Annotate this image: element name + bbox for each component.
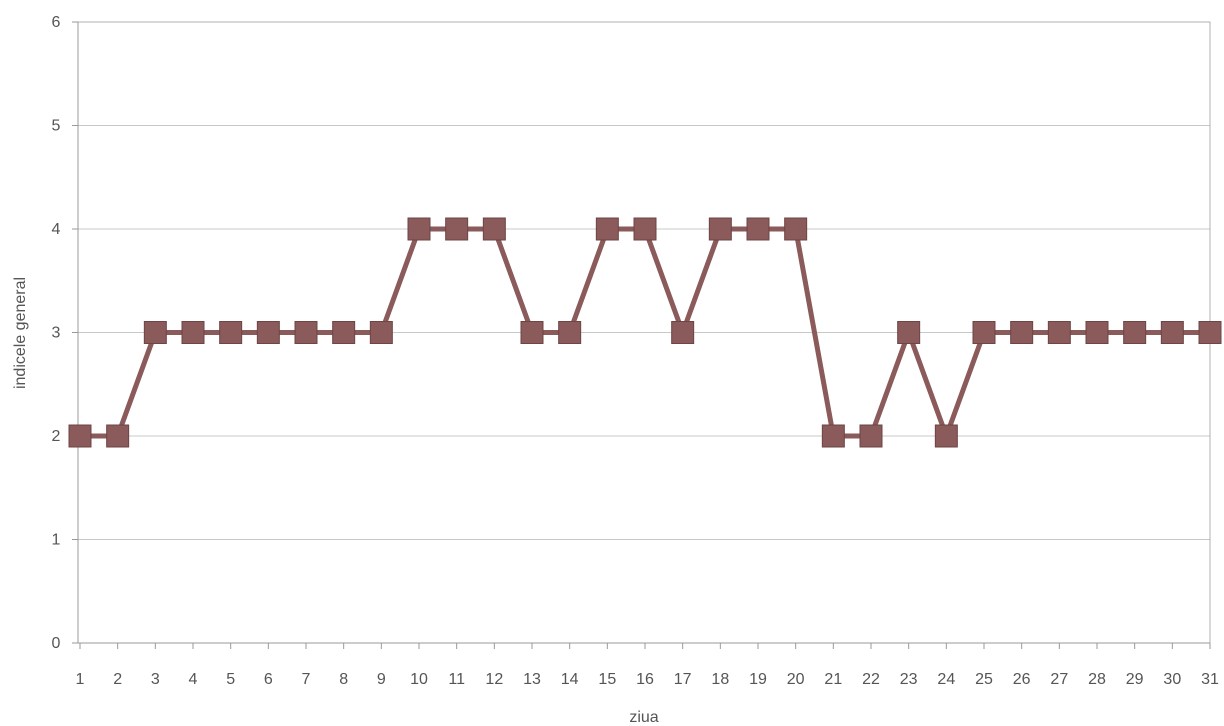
- x-tick-label: 24: [937, 671, 955, 688]
- y-tick-label: 1: [52, 532, 61, 549]
- y-axis-title: indicele general: [12, 277, 29, 389]
- x-tick-label: 1: [76, 671, 85, 688]
- data-point-marker: [859, 424, 883, 448]
- x-tick-label: 2: [113, 671, 122, 688]
- x-tick-label: 13: [523, 671, 541, 688]
- data-point-marker: [143, 321, 167, 344]
- x-tick-label: 14: [561, 671, 579, 688]
- x-tick-label: 6: [264, 671, 273, 688]
- x-axis-title: ziua: [629, 709, 658, 726]
- y-tick-label: 4: [52, 221, 61, 238]
- y-tick-label: 0: [52, 635, 61, 652]
- data-point-marker: [708, 217, 732, 241]
- y-tick-label: 2: [52, 428, 61, 445]
- x-tick-label: 20: [787, 671, 805, 688]
- x-tick-label: 27: [1050, 671, 1068, 688]
- data-point-marker: [181, 321, 205, 344]
- x-tick-label: 28: [1088, 671, 1106, 688]
- data-point-marker: [1198, 321, 1222, 344]
- data-point-marker: [633, 217, 657, 241]
- x-tick-label: 18: [711, 671, 729, 688]
- data-point-marker: [1123, 321, 1147, 344]
- x-tick-label: 31: [1201, 671, 1219, 688]
- data-point-marker: [332, 321, 356, 344]
- x-tick-label: 10: [410, 671, 428, 688]
- axes: [72, 21, 1211, 649]
- gridlines: [78, 21, 1210, 540]
- x-tick-label: 23: [900, 671, 918, 688]
- data-point-marker: [1085, 321, 1109, 344]
- data-point-marker: [1160, 321, 1184, 344]
- x-tick-label: 22: [862, 671, 880, 688]
- x-tick-label: 17: [674, 671, 692, 688]
- data-point-marker: [934, 424, 958, 448]
- y-tick-label: 3: [52, 325, 61, 342]
- y-tick-label: 6: [52, 14, 61, 31]
- data-point-marker: [1010, 321, 1034, 344]
- data-point-marker: [784, 217, 808, 241]
- data-point-marker: [558, 321, 582, 344]
- data-point-marker: [445, 217, 469, 241]
- y-tick-label: 5: [52, 118, 61, 135]
- data-point-marker: [520, 321, 544, 344]
- data-point-marker: [369, 321, 393, 344]
- x-tick-label: 25: [975, 671, 993, 688]
- data-point-marker: [972, 321, 996, 344]
- x-tick-label: 5: [226, 671, 235, 688]
- x-tick-label: 12: [485, 671, 503, 688]
- data-point-marker: [1047, 321, 1071, 344]
- data-point-marker: [106, 424, 130, 448]
- x-tick-label: 29: [1126, 671, 1144, 688]
- x-tick-label: 9: [377, 671, 386, 688]
- data-point-marker: [294, 321, 318, 344]
- x-tick-label: 7: [302, 671, 311, 688]
- data-point-marker: [671, 321, 695, 344]
- x-tick-label: 15: [598, 671, 616, 688]
- x-tick-label: 26: [1013, 671, 1031, 688]
- data-point-marker: [68, 424, 92, 448]
- x-tick-label: 8: [339, 671, 348, 688]
- data-series: [68, 217, 1222, 448]
- data-point-marker: [595, 217, 619, 241]
- x-tick-label: 11: [448, 671, 465, 688]
- x-tick-label: 16: [636, 671, 654, 688]
- data-point-marker: [407, 217, 431, 241]
- x-tick-label: 3: [151, 671, 160, 688]
- data-point-marker: [746, 217, 770, 241]
- data-point-marker: [219, 321, 243, 344]
- data-point-marker: [897, 321, 921, 344]
- data-point-marker: [256, 321, 280, 344]
- x-tick-label: 19: [749, 671, 767, 688]
- x-tick-label: 30: [1163, 671, 1181, 688]
- x-tick-label: 4: [189, 671, 198, 688]
- data-point-marker: [482, 217, 506, 241]
- x-tick-label: 21: [824, 671, 842, 688]
- data-point-marker: [821, 424, 845, 448]
